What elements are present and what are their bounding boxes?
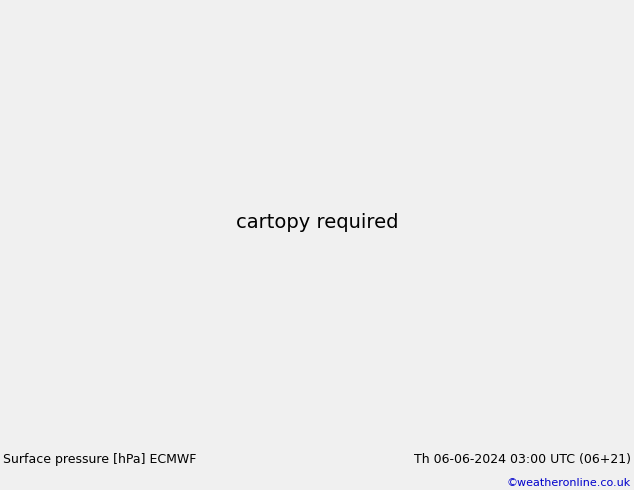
Text: Th 06-06-2024 03:00 UTC (06+21): Th 06-06-2024 03:00 UTC (06+21) — [414, 453, 631, 466]
Text: cartopy required: cartopy required — [236, 214, 398, 232]
Text: ©weatheronline.co.uk: ©weatheronline.co.uk — [507, 478, 631, 488]
Text: Surface pressure [hPa] ECMWF: Surface pressure [hPa] ECMWF — [3, 453, 197, 466]
